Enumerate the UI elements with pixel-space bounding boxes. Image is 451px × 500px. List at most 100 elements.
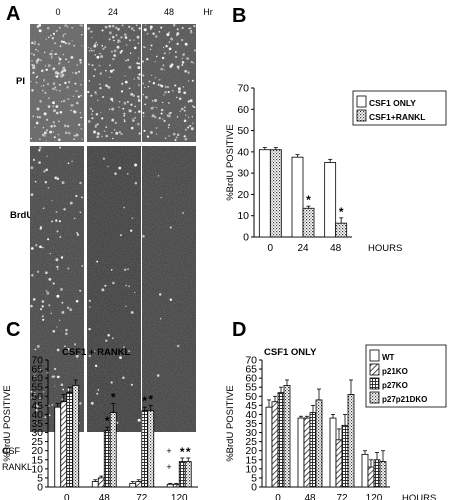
micrograph-cell [105, 126, 108, 128]
micrograph-cell [61, 73, 65, 77]
micrograph-cell [87, 90, 90, 94]
micrograph-cell [35, 81, 38, 84]
micrograph-cell [163, 94, 165, 96]
micrograph-cell [39, 59, 42, 62]
micrograph-cell [37, 43, 40, 46]
micrograph-cell [62, 40, 65, 44]
micrograph-cell [115, 26, 118, 29]
micrograph-cell [109, 69, 113, 73]
micrograph-cell [74, 343, 77, 346]
micrograph-cell [39, 367, 43, 371]
micrograph-cell [41, 133, 44, 136]
micrograph-cell [152, 82, 156, 85]
micrograph-cell [124, 80, 128, 84]
micrograph-cell [52, 67, 56, 71]
micrograph-cell [122, 107, 125, 110]
y-tick-label: 15 [245, 454, 257, 466]
micrograph-cell [54, 385, 56, 387]
panel-letter-d: D [232, 319, 246, 341]
micrograph-cell [137, 42, 140, 44]
bar-csf1-only-0 [258, 149, 271, 238]
micrograph-cell [34, 40, 37, 43]
micrograph-cell [154, 76, 157, 79]
x-axis-title: HOURS [402, 493, 436, 500]
micrograph-cell [128, 87, 131, 90]
micrograph-cell [161, 56, 165, 60]
micrograph-cell [79, 59, 82, 62]
micrograph-cell [167, 90, 170, 94]
y-tick-label: 50 [237, 125, 249, 137]
micrograph-cell [192, 122, 194, 124]
y-tick-label: 70 [31, 355, 43, 367]
micrograph-cell [80, 127, 83, 130]
micrograph-cell [133, 39, 135, 41]
micrograph-cell [166, 33, 170, 37]
micrograph-cell [81, 196, 83, 199]
micrograph-cell [51, 375, 55, 378]
micrograph-cell [79, 111, 82, 114]
micrograph-cell [51, 220, 53, 223]
micrograph-cell [76, 231, 78, 234]
micrograph-cell [123, 120, 126, 123]
micrograph-cell [163, 119, 166, 122]
micrograph-cell [73, 110, 76, 113]
legend-swatch [369, 363, 380, 376]
y-tick-label: 0 [251, 482, 257, 494]
micrograph-cell [31, 397, 33, 399]
micrograph-cell [54, 75, 57, 77]
micrograph-cell [77, 95, 81, 99]
micrograph-cell [114, 172, 117, 175]
micrograph-cell [88, 327, 91, 331]
y-tick-label: 55 [31, 382, 43, 394]
micrograph-cell [38, 397, 42, 401]
micrograph-cell [149, 25, 153, 29]
bar-wt-72 [129, 482, 137, 488]
row-label-pi: PI [16, 76, 25, 87]
micrograph-cell [32, 298, 36, 301]
micrograph-cell [38, 149, 41, 152]
micrograph-cell [81, 265, 83, 267]
micrograph-cell [117, 27, 120, 31]
micrograph-cell [99, 87, 102, 90]
micrograph-cell [143, 129, 146, 132]
micrograph-cell [112, 68, 115, 72]
y-tick-label: 5 [251, 472, 257, 484]
y-tick-label: 65 [245, 364, 257, 376]
micrograph-cell [45, 168, 48, 172]
bar-wt-120 [166, 483, 174, 488]
micrograph-cell [55, 75, 59, 78]
micrograph-cell [158, 293, 162, 296]
micrograph-cell [154, 35, 158, 38]
condition-label-rankl: RANKL [2, 462, 32, 472]
legend-swatch [356, 109, 367, 122]
micrograph-cell [112, 137, 114, 140]
micrograph-cell [94, 43, 97, 45]
bar-p27p21dko-72 [147, 410, 155, 488]
micrograph-cell [90, 94, 93, 97]
micrograph-cell [120, 132, 123, 136]
micrograph-cell [123, 346, 125, 348]
micrograph-cell [96, 132, 99, 135]
micrograph-cell [96, 123, 99, 126]
micrograph-cell [99, 72, 102, 75]
y-tick-label: 10 [31, 463, 43, 475]
legend-swatch [369, 349, 380, 362]
micrograph-texture [87, 146, 141, 432]
micrograph-cell [162, 101, 164, 104]
micrograph-cell [184, 128, 187, 131]
micrograph-cell [45, 140, 47, 142]
micrograph-cell [45, 129, 48, 132]
micrograph-cell [147, 33, 149, 35]
micrograph-cell [109, 76, 111, 78]
bar-p27ko-120 [178, 461, 186, 488]
bar-p27ko-72 [341, 424, 349, 488]
micrograph-cell [192, 62, 195, 64]
micrograph-cell [137, 122, 140, 126]
micrograph-cell [59, 319, 61, 321]
micrograph-cell [52, 131, 55, 133]
micrograph-cell [51, 199, 53, 202]
micrograph-cell [89, 50, 91, 52]
micrograph-cell [37, 58, 40, 61]
micrograph-cell [38, 161, 41, 164]
micrograph-cell [52, 82, 56, 86]
